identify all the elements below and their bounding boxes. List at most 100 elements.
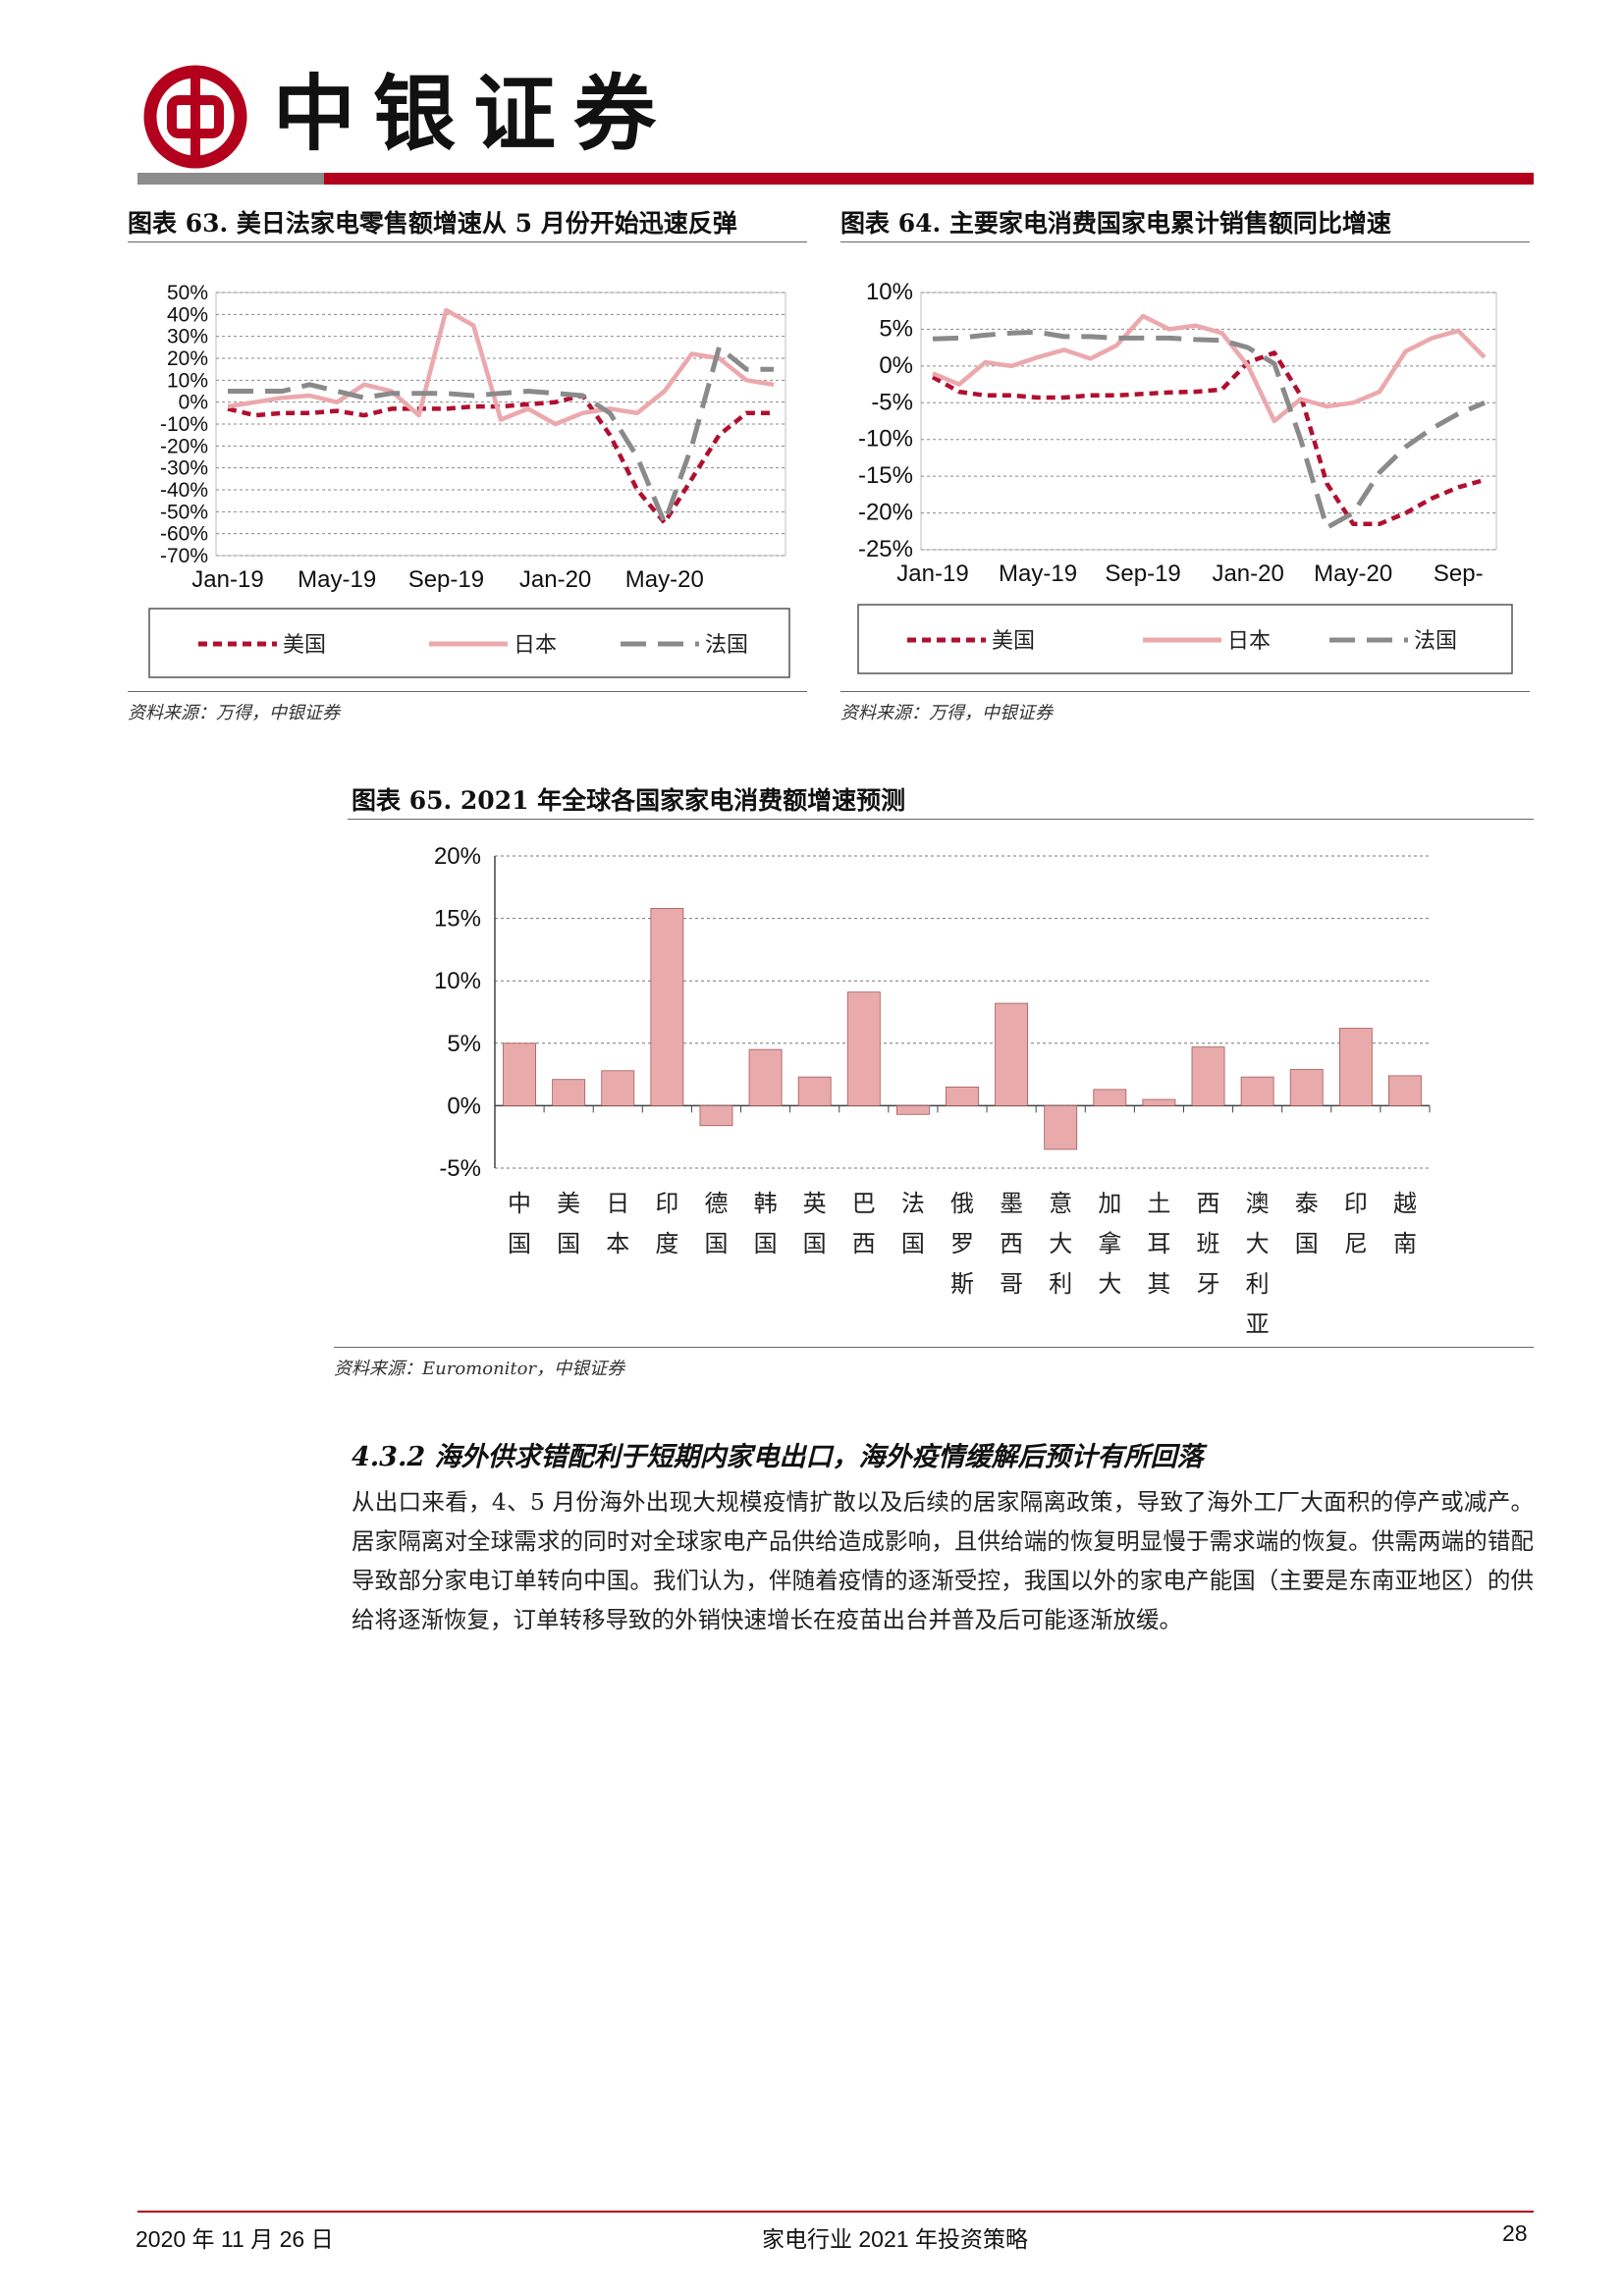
y-tick-label: 20% <box>167 347 208 370</box>
figure-64-title: 图表 64. 主要家电消费国家电累计销售额同比增速 <box>840 209 1391 238</box>
figure-65-bottom-rule <box>334 1347 1534 1348</box>
x-category-label: 西班牙 <box>1197 1191 1220 1298</box>
y-tick-label: 10% <box>167 369 208 392</box>
x-category-label: 加拿大 <box>1098 1191 1121 1298</box>
series-line-2 <box>228 345 774 525</box>
x-tick-label: Sep-19 <box>408 566 484 593</box>
bar-6 <box>797 1076 832 1106</box>
footer-date: 2020 年 11 月 26 日 <box>135 2226 334 2252</box>
y-tick-label: -20% <box>160 435 208 457</box>
bar-7 <box>846 991 881 1106</box>
x-category-label: 韩国 <box>754 1191 778 1257</box>
x-tick-label: May-20 <box>625 566 704 593</box>
y-tick-label: 30% <box>167 326 208 348</box>
bar-18 <box>1388 1075 1422 1106</box>
y-tick-label: -25% <box>858 536 913 562</box>
x-category-label: 美国 <box>557 1191 580 1257</box>
bar-1 <box>552 1079 586 1106</box>
x-tick-label: Jan-19 <box>896 561 968 587</box>
x-category-label: 墨西哥 <box>1000 1191 1023 1298</box>
y-tick-label: 10% <box>434 968 481 994</box>
x-tick-label: May-19 <box>999 561 1077 587</box>
x-tick-label: Sep- <box>1434 561 1484 587</box>
y-tick-label: -60% <box>160 523 208 546</box>
figure-64-bottom-rule <box>840 691 1530 692</box>
section-heading: 4.3.2 海外供求错配利于短期内家电出口，海外疫情缓解后预计有所回落 <box>352 1442 1204 1472</box>
y-tick-label: 40% <box>167 303 208 326</box>
chart-64-svg: 10% 5% 0% -5% -10% -15% -20% -25%Jan-19 May-19 Se… <box>857 279 1513 674</box>
bar-10 <box>995 1002 1029 1106</box>
figure-64-top-rule <box>840 241 1530 242</box>
series-line-1 <box>227 307 775 427</box>
x-tick-label: May-19 <box>298 566 376 593</box>
x-tick-label: Jan-19 <box>191 566 263 593</box>
y-tick-label: -20% <box>858 500 913 526</box>
brand-name: 中银证券 <box>273 65 675 162</box>
y-tick-label: 0% <box>879 352 913 379</box>
y-tick-label: 5% <box>447 1031 481 1057</box>
x-category-label: 越南 <box>1393 1191 1417 1257</box>
y-tick-label: 15% <box>434 906 481 933</box>
chart-63-svg: 50%40%30%20%10%0%-10%-20%-30%-40%-50%-60… <box>148 282 790 678</box>
x-category-label: 中国 <box>508 1191 531 1257</box>
x-category-label: 印度 <box>655 1191 678 1257</box>
y-tick-label: 0% <box>447 1093 481 1119</box>
series-line-0 <box>227 393 774 525</box>
y-tick-label: -70% <box>160 545 208 567</box>
footer-rule <box>137 2211 1534 2213</box>
bar-17 <box>1338 1028 1373 1106</box>
figure-65-title: 图表 65. 2021 年全球各国家家电消费额增速预测 <box>352 786 906 815</box>
x-category-label: 英国 <box>803 1191 827 1257</box>
x-category-label: 巴西 <box>852 1191 876 1257</box>
y-tick-label: -5% <box>439 1155 481 1182</box>
figure-63-title: 图表 63. 美日法家电零售额增速从 5 月份开始迅速反弹 <box>128 209 737 238</box>
x-category-label: 德国 <box>704 1191 728 1257</box>
x-tick-label: Jan-20 <box>519 566 591 593</box>
y-tick-label: -15% <box>858 462 913 489</box>
header-bar-red <box>324 173 1534 185</box>
x-tick-label: Jan-20 <box>1212 561 1283 587</box>
legend-label: 法国 <box>705 632 748 657</box>
footer-doc-title: 家电行业 2021 年投资策略 <box>762 2226 1028 2252</box>
bar-12 <box>1093 1089 1127 1106</box>
bar-15 <box>1240 1076 1274 1106</box>
x-category-label: 意大利 <box>1049 1191 1072 1298</box>
plot-frame <box>920 292 1497 551</box>
figure-64-chart: 10% 5% 0% -5% -10% -15% -20% -25% Jan-19 May-19 Se… <box>840 265 1530 701</box>
figure-63-source: 资料来源：万得，中银证券 <box>128 703 340 723</box>
x-tick-label: May-20 <box>1314 561 1392 587</box>
bar-16 <box>1289 1069 1324 1106</box>
y-tick-label: -10% <box>858 426 913 453</box>
figure-63-top-rule <box>128 241 807 242</box>
figure-63-chart: 50% 40% 30% 20% 10% 0% -10% -20% -30% -40% -50% -60… <box>128 265 815 701</box>
y-tick-label: -30% <box>160 457 208 480</box>
x-category-label: 土耳其 <box>1147 1191 1170 1298</box>
figure-63-bottom-rule <box>128 691 807 692</box>
bar-14 <box>1191 1046 1225 1106</box>
series-line-2 <box>932 329 1486 530</box>
bar-5 <box>748 1048 783 1106</box>
legend-label: 美国 <box>992 628 1035 653</box>
x-category-label: 泰国 <box>1295 1191 1319 1257</box>
figure-65-source: 资料来源：Euromonitor，中银证券 <box>334 1359 625 1379</box>
y-tick-label: -10% <box>160 413 208 436</box>
bar-9 <box>946 1086 979 1106</box>
series-line-0 <box>931 350 1486 527</box>
y-tick-label: 5% <box>879 315 913 342</box>
x-tick-label: Sep-19 <box>1105 561 1180 587</box>
legend-label: 美国 <box>283 632 326 657</box>
bar-0 <box>503 1042 536 1106</box>
section-body: 从出口来看，4、5 月份海外出现大规模疫情扩散以及后续的居家隔离政策，导致了海外… <box>352 1488 1534 1633</box>
y-tick-label: 50% <box>167 282 208 304</box>
y-tick-label: 20% <box>434 843 481 870</box>
bar-8 <box>895 1104 930 1115</box>
x-category-label: 澳大利亚 <box>1246 1191 1270 1338</box>
bar-2 <box>601 1070 635 1106</box>
legend-label: 日本 <box>514 632 557 657</box>
figure-65-chart: 20% 15% 10% 5% 0% -5% 中国 美国 日本 印度 德国 韩国 英国 巴西 法国 俄罗斯 墨西哥… <box>348 830 1534 1345</box>
y-tick-label: -40% <box>160 479 208 502</box>
bar-13 <box>1142 1098 1176 1106</box>
x-category-label: 俄罗斯 <box>950 1191 974 1298</box>
y-tick-label: 10% <box>866 279 913 305</box>
